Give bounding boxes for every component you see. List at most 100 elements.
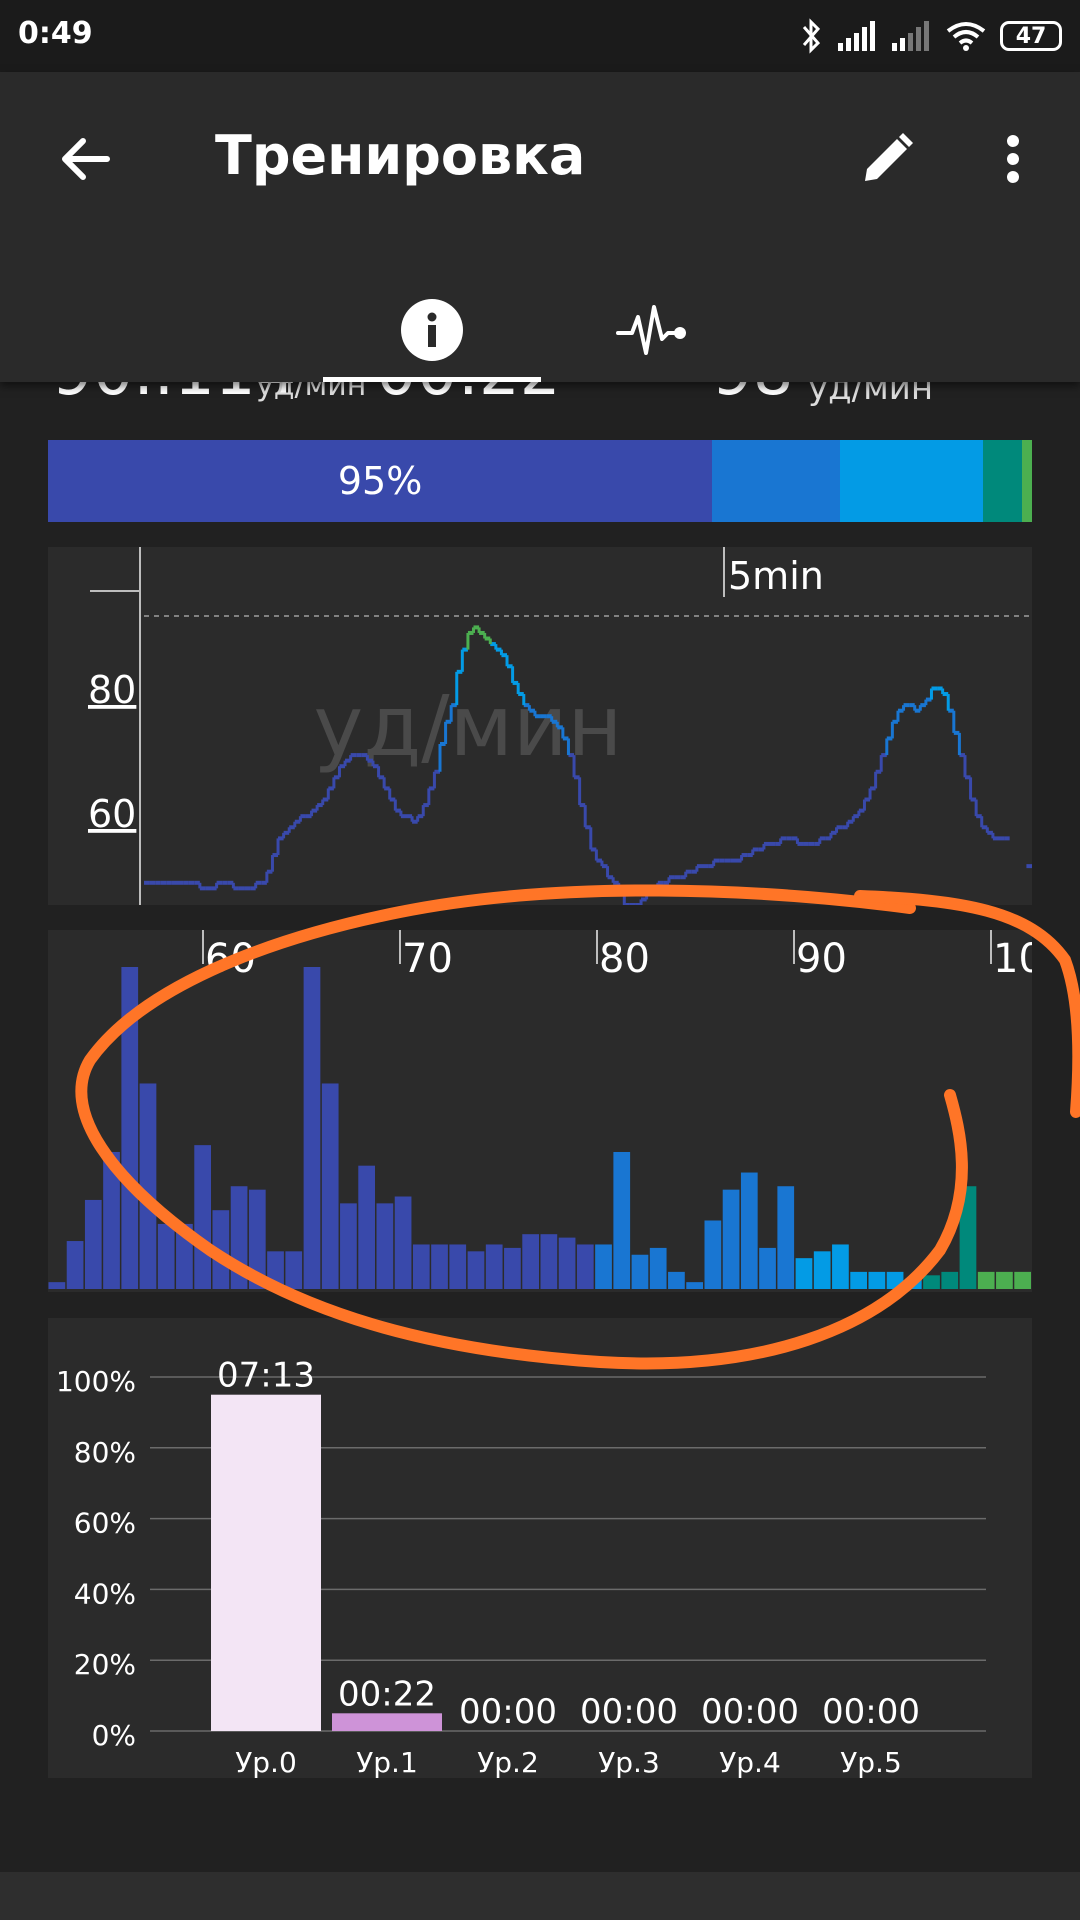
histogram-bar xyxy=(412,1244,430,1289)
signal-weak-icon xyxy=(892,21,929,51)
zone-segment xyxy=(982,440,1023,522)
histogram-bar xyxy=(595,1244,612,1289)
histogram-bar xyxy=(321,1083,339,1289)
histogram-bar xyxy=(886,1271,904,1289)
zone-category-label: Ур.5 xyxy=(840,1746,902,1778)
tab-indicator xyxy=(323,377,541,382)
histogram-bar xyxy=(540,1234,558,1289)
histogram-bar xyxy=(959,1186,977,1289)
x-tick-label: 60 xyxy=(205,936,256,982)
histogram-bar xyxy=(103,1151,120,1289)
y-tick-label: 40% xyxy=(74,1577,136,1610)
y-tick-label: 20% xyxy=(74,1648,136,1681)
histogram-bar xyxy=(704,1220,722,1289)
histogram-bar xyxy=(813,1251,831,1289)
histogram-bar xyxy=(248,1189,266,1289)
histogram-bar xyxy=(759,1247,776,1289)
histogram-bar xyxy=(449,1244,467,1289)
histogram-bar xyxy=(66,1241,84,1289)
histogram-bar xyxy=(1014,1271,1031,1289)
zone-category-label: Ур.1 xyxy=(356,1746,418,1778)
zone-bar xyxy=(211,1394,321,1731)
histogram-bar xyxy=(722,1189,740,1289)
edit-button[interactable] xyxy=(846,118,928,200)
heart-rate-chart[interactable]: уд/мин 5min 80 60 xyxy=(48,547,1032,907)
y-tick-label: 80% xyxy=(74,1436,136,1469)
zone-bar-value-label: 07:13 xyxy=(217,1356,315,1396)
status-time: 0:49 xyxy=(18,16,93,51)
back-arrow-icon xyxy=(62,138,110,180)
histogram-bar xyxy=(431,1244,448,1289)
status-icons: 47 xyxy=(800,14,1062,58)
histogram-bar xyxy=(777,1186,795,1289)
histogram-bar xyxy=(631,1254,649,1289)
histogram-bar xyxy=(212,1210,230,1289)
zone-segment xyxy=(840,440,983,522)
histogram-bar xyxy=(194,1145,211,1289)
y-tick-label: 80 xyxy=(88,668,136,712)
tab-heart-rate[interactable] xyxy=(600,278,704,382)
info-icon xyxy=(401,299,463,361)
y-tick-label: 0% xyxy=(92,1719,136,1752)
histogram-bar xyxy=(340,1203,357,1289)
histogram-bar xyxy=(832,1244,849,1289)
histogram-bar xyxy=(977,1271,995,1289)
histogram-bar xyxy=(576,1244,594,1289)
more-vert-icon xyxy=(1007,135,1019,183)
page-title: Тренировка xyxy=(215,124,586,187)
zone-category-label: Ур.3 xyxy=(598,1746,660,1778)
zone-segment xyxy=(1022,440,1032,522)
tab-info[interactable] xyxy=(380,278,484,382)
histogram-bar xyxy=(558,1237,576,1289)
y-tick-label: 60 xyxy=(88,792,136,836)
x-tick-label: 100 xyxy=(993,936,1032,982)
zone-bar-value-label: 00:00 xyxy=(822,1692,920,1732)
back-button[interactable] xyxy=(44,118,126,200)
bluetooth-icon xyxy=(802,18,821,54)
histogram-bar xyxy=(176,1223,193,1289)
histogram-bar xyxy=(904,1278,922,1289)
histogram-bar xyxy=(522,1234,539,1289)
zone-category-label: Ур.4 xyxy=(719,1746,781,1778)
zone-bar-value-label: 00:22 xyxy=(338,1674,436,1714)
histogram-bar xyxy=(376,1203,394,1289)
histogram-bar xyxy=(850,1271,867,1289)
histogram-bar xyxy=(649,1247,667,1289)
zone-category-label: Ур.2 xyxy=(477,1746,539,1778)
y-tick-label: 100% xyxy=(56,1365,136,1398)
x-tick-label: 70 xyxy=(402,936,453,982)
histogram-bar xyxy=(868,1271,886,1289)
histogram-bar xyxy=(139,1083,157,1289)
zone-bar-value-label: 00:00 xyxy=(701,1692,799,1732)
histogram-bar xyxy=(996,1271,1013,1289)
histogram-bar xyxy=(48,1282,66,1289)
zone-chart-bars: 07:13 Ур.0 00:22 Ур.1 00:00 Ур.2 00:00 Ур.3 00:0… xyxy=(211,1356,920,1779)
zone-chart-grid: 0% 20% 40% 60% 80% 100% xyxy=(56,1365,986,1752)
histogram-bar xyxy=(121,967,139,1289)
histogram-bar xyxy=(394,1196,412,1289)
time-marker-label: 5min xyxy=(728,554,824,598)
bottom-panel-edge xyxy=(0,1872,1080,1920)
histogram-bar xyxy=(504,1247,521,1289)
histogram-bars xyxy=(48,967,1031,1289)
histogram-bar xyxy=(84,1199,102,1289)
histogram-bar xyxy=(230,1186,248,1289)
wifi-icon xyxy=(946,22,986,51)
zone-segment xyxy=(712,440,841,522)
chart-watermark: уд/мин xyxy=(314,677,623,775)
histogram-bar xyxy=(941,1271,959,1289)
signal-icon xyxy=(838,21,875,51)
histogram-bar xyxy=(358,1165,375,1289)
hr-histogram[interactable]: 60 70 80 90 100 xyxy=(48,930,1069,1292)
zone-category-label: Ур.0 xyxy=(235,1746,297,1778)
zone-segment: 95% xyxy=(48,440,713,522)
x-tick-label: 80 xyxy=(599,936,650,982)
histogram-bar xyxy=(467,1251,485,1289)
histogram-bar xyxy=(485,1244,503,1289)
histogram-bar xyxy=(303,967,321,1289)
more-options-button[interactable] xyxy=(972,118,1054,200)
histogram-x-axis: 60 70 80 90 100 xyxy=(202,930,1069,982)
zone-time-chart[interactable]: 0% 20% 40% 60% 80% 100% 07:13 Ур.0 00:22 Ур.1 00:… xyxy=(48,1318,1032,1779)
pencil-icon xyxy=(865,133,913,181)
x-tick-label: 90 xyxy=(796,936,847,982)
